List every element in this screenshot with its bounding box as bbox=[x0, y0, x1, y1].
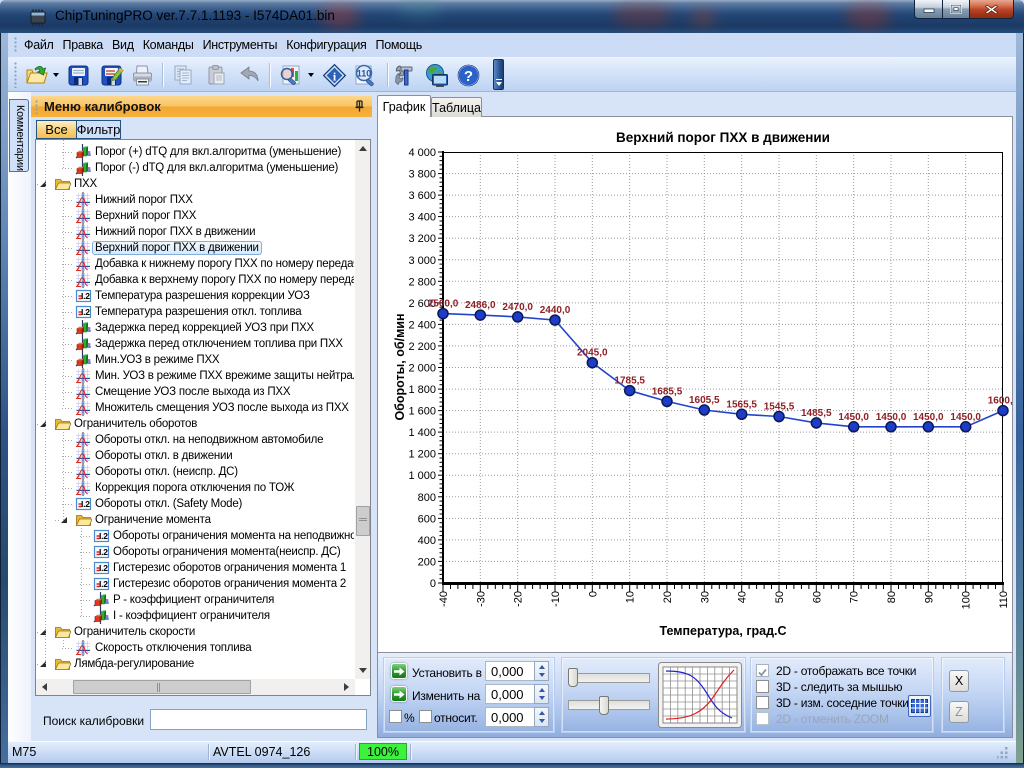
svg-text:2 000: 2 000 bbox=[408, 363, 436, 375]
svg-text:3 200: 3 200 bbox=[408, 233, 436, 245]
svg-text:-30: -30 bbox=[475, 591, 487, 607]
svg-text:1545,5: 1545,5 bbox=[764, 402, 795, 413]
svg-text:1 400: 1 400 bbox=[408, 427, 436, 439]
svg-text:4 000: 4 000 bbox=[408, 147, 436, 159]
svg-text:1 000: 1 000 bbox=[408, 470, 436, 482]
svg-text:60: 60 bbox=[811, 591, 823, 603]
svg-text:2 800: 2 800 bbox=[408, 276, 436, 288]
svg-text:-10: -10 bbox=[550, 591, 562, 607]
svg-text:I.2: I.2 bbox=[99, 579, 108, 589]
svg-text:1450,0: 1450,0 bbox=[950, 412, 981, 423]
svg-text:2045,0: 2045,0 bbox=[577, 348, 608, 359]
svg-text:2486,0: 2486,0 bbox=[465, 300, 496, 311]
svg-text:Верхний порог ПХХ в движении: Верхний порог ПХХ в движении bbox=[616, 130, 830, 145]
svg-text:2470,0: 2470,0 bbox=[502, 302, 533, 313]
svg-text:i: i bbox=[333, 70, 337, 84]
svg-text:100: 100 bbox=[961, 591, 973, 609]
svg-text:400: 400 bbox=[418, 535, 436, 547]
svg-text:0: 0 bbox=[587, 591, 599, 597]
svg-text:I.2: I.2 bbox=[99, 563, 108, 573]
svg-text:2 200: 2 200 bbox=[408, 341, 436, 353]
svg-text:1605,5: 1605,5 bbox=[689, 395, 720, 406]
svg-text:3 400: 3 400 bbox=[408, 212, 436, 224]
svg-text:1565,5: 1565,5 bbox=[726, 399, 757, 410]
svg-text:800: 800 bbox=[418, 492, 436, 504]
svg-text:0: 0 bbox=[430, 578, 436, 590]
svg-text:I.2: I.2 bbox=[99, 547, 108, 557]
svg-text:1 600: 1 600 bbox=[408, 406, 436, 418]
svg-text:1 200: 1 200 bbox=[408, 449, 436, 461]
svg-text:50: 50 bbox=[774, 591, 786, 603]
svg-text:2 400: 2 400 bbox=[408, 319, 436, 331]
svg-text:1450,0: 1450,0 bbox=[876, 412, 907, 423]
svg-text:3 800: 3 800 bbox=[408, 169, 436, 181]
svg-text:110: 110 bbox=[998, 591, 1010, 609]
svg-text:20: 20 bbox=[662, 591, 674, 603]
svg-text:I.2: I.2 bbox=[81, 499, 90, 509]
svg-text:2500,0: 2500,0 bbox=[428, 299, 459, 310]
svg-text:1450,0: 1450,0 bbox=[913, 412, 944, 423]
svg-text:?: ? bbox=[464, 68, 473, 85]
svg-text:I.2: I.2 bbox=[81, 291, 90, 301]
svg-text:200: 200 bbox=[418, 556, 436, 568]
svg-text:1685,5: 1685,5 bbox=[652, 386, 683, 397]
svg-text:110: 110 bbox=[357, 69, 372, 79]
svg-text:2440,0: 2440,0 bbox=[540, 305, 571, 316]
svg-text:70: 70 bbox=[849, 591, 861, 603]
svg-text:40: 40 bbox=[737, 591, 749, 603]
svg-text:Температура, град.С: Температура, град.С bbox=[659, 624, 786, 638]
svg-text:1450,0: 1450,0 bbox=[838, 412, 869, 423]
svg-text:1485,5: 1485,5 bbox=[801, 408, 832, 419]
svg-text:30: 30 bbox=[699, 591, 711, 603]
svg-text:3 000: 3 000 bbox=[408, 255, 436, 267]
svg-text:90: 90 bbox=[923, 591, 935, 603]
svg-text:2 600: 2 600 bbox=[408, 298, 436, 310]
svg-text:-40: -40 bbox=[438, 591, 450, 607]
svg-text:600: 600 bbox=[418, 513, 436, 525]
svg-text:Обороты, об/мин: Обороты, об/мин bbox=[393, 313, 407, 420]
svg-text:80: 80 bbox=[886, 591, 898, 603]
svg-text:10: 10 bbox=[625, 591, 637, 603]
svg-text:-20: -20 bbox=[513, 591, 525, 607]
svg-text:I.2: I.2 bbox=[99, 531, 108, 541]
svg-text:1785,5: 1785,5 bbox=[614, 376, 645, 387]
svg-text:3 600: 3 600 bbox=[408, 190, 436, 202]
svg-text:1 800: 1 800 bbox=[408, 384, 436, 396]
svg-text:1600,0: 1600,0 bbox=[988, 396, 1013, 407]
svg-text:I.2: I.2 bbox=[81, 307, 90, 317]
